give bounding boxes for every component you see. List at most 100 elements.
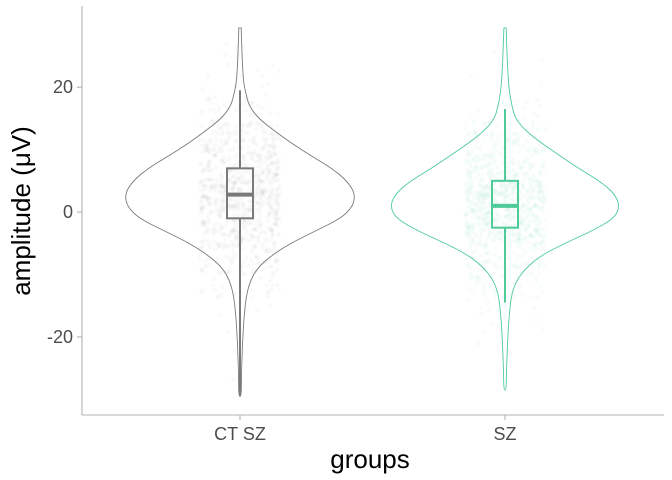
jitter-point (213, 227, 218, 233)
jitter-point (201, 222, 206, 227)
jitter-point (524, 207, 529, 212)
jitter-point (268, 248, 273, 253)
jitter-point (473, 164, 478, 170)
jitter-point (218, 200, 223, 205)
jitter-point (219, 125, 224, 131)
jitter-point (226, 137, 231, 142)
jitter-point (231, 249, 236, 254)
jitter-point (215, 222, 221, 227)
jitter-point (215, 293, 221, 299)
jitter-point (507, 212, 512, 217)
jitter-point (467, 184, 473, 190)
jitter-point (215, 125, 221, 130)
jitter-point (507, 181, 512, 187)
jitter-point (468, 271, 474, 276)
jitter-point (463, 127, 468, 132)
jitter-point (203, 265, 209, 270)
jitter-point (537, 149, 542, 155)
jitter-point (240, 137, 245, 143)
jitter-point (276, 232, 281, 238)
jitter-point (538, 260, 543, 266)
jitter-point (266, 211, 272, 217)
jitter-point (224, 121, 229, 126)
jitter-point (466, 158, 471, 164)
jitter-point (241, 179, 246, 185)
jitter-point (242, 223, 248, 228)
jitter-point (250, 234, 255, 239)
jitter-point (495, 218, 500, 223)
jitter-point (464, 132, 470, 138)
jitter-point (477, 197, 482, 202)
jitter-point (235, 176, 241, 181)
jitter-point (472, 118, 477, 124)
jitter-point (232, 219, 237, 224)
jitter-point (259, 178, 264, 183)
jitter-point (472, 195, 477, 200)
jitter-point (266, 289, 271, 294)
jitter-point (519, 222, 524, 227)
jitter-point (237, 180, 243, 185)
jitter-point (534, 230, 540, 235)
jitter-point (236, 212, 241, 217)
jitter-point (259, 187, 264, 192)
jitter-point (276, 156, 282, 162)
jitter-point (230, 207, 236, 213)
jitter-point (506, 213, 511, 218)
jitter-point (469, 208, 474, 213)
jitter-point (499, 273, 504, 279)
jitter-point (540, 328, 545, 333)
jitter-point (199, 245, 204, 250)
jitter-point (211, 239, 217, 244)
jitter-point (503, 182, 508, 187)
jitter-point (497, 214, 502, 220)
jitter-point (204, 144, 209, 149)
jitter-point (492, 252, 497, 257)
jitter-point (537, 183, 542, 188)
jitter-point (522, 106, 527, 111)
jitter-point (199, 239, 205, 244)
jitter-point (270, 162, 276, 167)
jitter-point (481, 195, 486, 200)
jitter-point (506, 245, 511, 250)
jitter-point (265, 188, 270, 193)
jitter-point (245, 212, 250, 217)
jitter-point (467, 153, 472, 158)
jitter-point (201, 194, 206, 199)
jitter-point (490, 167, 495, 173)
jitter-point (229, 196, 234, 201)
jitter-point (474, 159, 479, 164)
jitter-point (499, 161, 504, 166)
jitter-point (273, 151, 278, 156)
jitter-point (533, 318, 539, 323)
jitter-point (273, 222, 279, 227)
jitter-point (476, 338, 481, 343)
jitter-point (275, 193, 281, 198)
jitter-point (219, 131, 225, 137)
jitter-point (230, 147, 235, 153)
jitter-point (528, 167, 533, 172)
jitter-point (485, 171, 491, 176)
jitter-point (202, 166, 208, 172)
jitter-point (483, 250, 488, 255)
jitter-point (227, 244, 232, 249)
jitter-point (465, 170, 471, 175)
jitter-point (220, 203, 225, 208)
jitter-point (219, 158, 224, 163)
jitter-point (228, 232, 233, 237)
jitter-point (258, 163, 263, 168)
jitter-point (520, 241, 525, 246)
jitter-point (470, 265, 475, 271)
jitter-point (222, 158, 227, 163)
jitter-point (490, 156, 495, 161)
jitter-point (210, 130, 215, 135)
jitter-point (529, 153, 534, 158)
jitter-point (242, 272, 247, 278)
jitter-point (488, 285, 493, 290)
jitter-point (222, 185, 227, 191)
jitter-point (523, 226, 528, 231)
jitter-point (499, 169, 504, 174)
jitter-point (486, 230, 492, 236)
jitter-point (498, 236, 503, 242)
jitter-point (197, 137, 203, 143)
jitter-point (222, 244, 228, 249)
